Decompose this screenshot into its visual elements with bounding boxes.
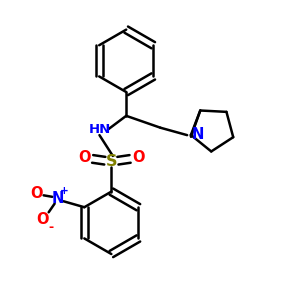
Text: N: N bbox=[191, 127, 204, 142]
Text: +: + bbox=[60, 186, 68, 196]
Text: O: O bbox=[78, 150, 91, 165]
Text: -: - bbox=[48, 220, 53, 234]
Text: S: S bbox=[106, 154, 117, 169]
Text: O: O bbox=[30, 186, 43, 201]
Text: N: N bbox=[51, 191, 64, 206]
Text: O: O bbox=[132, 150, 145, 165]
Text: HN: HN bbox=[88, 123, 111, 136]
Text: O: O bbox=[36, 212, 49, 227]
